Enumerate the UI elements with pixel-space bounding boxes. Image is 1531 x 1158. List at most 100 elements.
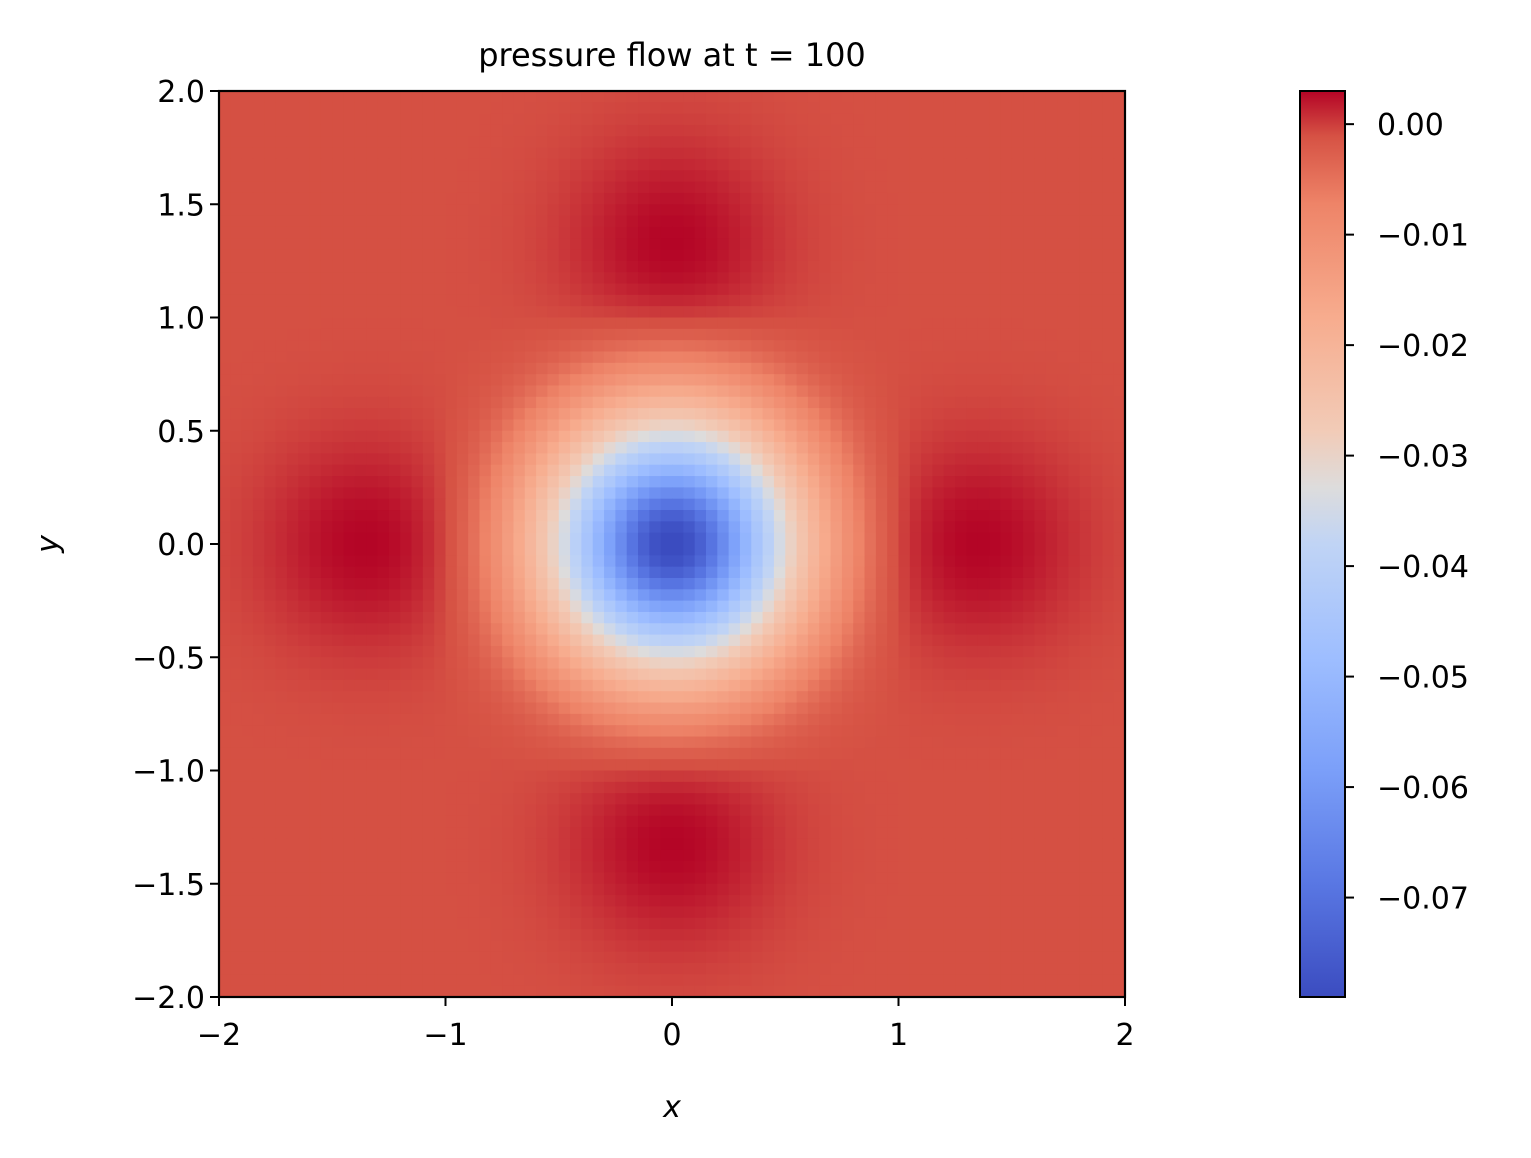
heatmap-cell — [524, 430, 537, 443]
heatmap-cell — [468, 317, 481, 330]
heatmap-cell — [864, 374, 877, 387]
heatmap-cell — [819, 192, 832, 205]
heatmap-cell — [796, 226, 809, 239]
heatmap-cell — [592, 759, 605, 772]
heatmap-cell — [1091, 385, 1103, 398]
heatmap-cell — [1057, 340, 1069, 353]
heatmap-cell — [604, 226, 616, 239]
heatmap-cell — [853, 555, 866, 568]
heatmap-cell — [694, 238, 707, 251]
heatmap-cell — [230, 374, 243, 387]
heatmap-cell — [445, 747, 458, 760]
heatmap-cell — [275, 759, 288, 772]
heatmap-cell — [898, 566, 911, 579]
heatmap-cell — [309, 408, 322, 421]
heatmap-cell — [683, 691, 696, 704]
heatmap-cell — [626, 362, 639, 375]
heatmap-cell — [1079, 521, 1092, 534]
heatmap-cell — [252, 442, 265, 454]
heatmap-cell — [286, 362, 299, 375]
heatmap-cell — [219, 555, 231, 568]
heatmap-cell — [309, 759, 322, 772]
heatmap-cell — [219, 91, 231, 103]
heatmap-cell — [762, 759, 775, 772]
heatmap-cell — [570, 215, 582, 228]
heatmap-cell — [830, 498, 843, 511]
heatmap-cell — [264, 283, 277, 296]
chart-title: pressure flow at t = 100 — [478, 36, 866, 74]
heatmap-cell — [377, 759, 390, 772]
heatmap-cell — [887, 747, 900, 760]
heatmap-cell — [1091, 147, 1103, 160]
heatmap-cell — [309, 374, 322, 387]
heatmap-cell — [955, 747, 968, 760]
heatmap-cell — [275, 577, 288, 590]
heatmap-cell — [1102, 736, 1115, 749]
heatmap-cell — [830, 238, 843, 251]
heatmap-cell — [807, 770, 820, 783]
heatmap-cell — [1102, 589, 1115, 602]
heatmap-cell — [411, 657, 424, 670]
heatmap-cell — [354, 725, 367, 738]
heatmap-cell — [411, 102, 424, 115]
heatmap-cell — [694, 430, 707, 443]
heatmap-cell — [751, 181, 764, 194]
heatmap-cell — [807, 124, 820, 137]
heatmap-cell — [332, 158, 345, 171]
heatmap-cell — [1045, 147, 1058, 160]
heatmap-cell — [841, 102, 854, 115]
heatmap-cell — [943, 283, 956, 296]
heatmap-cell — [796, 600, 809, 613]
heatmap-cell — [830, 611, 843, 624]
heatmap-cell — [989, 238, 1002, 251]
heatmap-cell — [751, 124, 764, 137]
heatmap-cell — [309, 113, 322, 126]
heatmap-cell — [298, 362, 311, 375]
heatmap-cell — [615, 600, 628, 613]
heatmap-cell — [400, 317, 413, 330]
heatmap-cell — [1011, 396, 1024, 409]
heatmap-cell — [581, 645, 594, 658]
heatmap-cell — [366, 521, 379, 534]
heatmap-cell — [626, 600, 639, 613]
heatmap-cell — [388, 91, 401, 103]
heatmap-cell — [581, 124, 594, 137]
heatmap-cell — [377, 204, 390, 217]
heatmap-cell — [343, 294, 356, 307]
heatmap-cell — [898, 272, 911, 285]
heatmap-cell — [739, 351, 752, 364]
heatmap-cell — [456, 736, 469, 749]
heatmap-cell — [694, 147, 707, 160]
heatmap-cell — [309, 362, 322, 375]
heatmap-cell — [1023, 102, 1035, 115]
heatmap-cell — [785, 453, 798, 466]
heatmap-cell — [841, 544, 854, 556]
heatmap-cell — [966, 566, 979, 579]
heatmap-cell — [592, 623, 605, 636]
heatmap-cell — [1068, 226, 1081, 239]
heatmap-cell — [660, 170, 673, 183]
heatmap-cell — [1068, 657, 1081, 670]
heatmap-cell — [366, 158, 379, 171]
heatmap-cell — [252, 725, 265, 738]
heatmap-cell — [558, 725, 571, 738]
heatmap-cell — [286, 249, 299, 262]
heatmap-cell — [638, 385, 650, 398]
heatmap-cell — [400, 544, 413, 556]
heatmap-cell — [887, 238, 900, 251]
heatmap-cell — [1057, 147, 1069, 160]
heatmap-cell — [1011, 611, 1024, 624]
heatmap-cell — [377, 713, 390, 726]
heatmap-cell — [728, 555, 741, 568]
heatmap-cell — [411, 442, 424, 454]
heatmap-cell — [377, 124, 390, 137]
heatmap-cell — [422, 691, 435, 704]
heatmap-cell — [796, 453, 809, 466]
heatmap-cell — [819, 510, 832, 522]
heatmap-cell — [298, 464, 311, 477]
heatmap-cell — [1023, 589, 1035, 602]
heatmap-cell — [241, 600, 254, 613]
heatmap-cell — [536, 306, 549, 319]
heatmap-cell — [524, 657, 537, 670]
heatmap-cell — [547, 476, 560, 488]
